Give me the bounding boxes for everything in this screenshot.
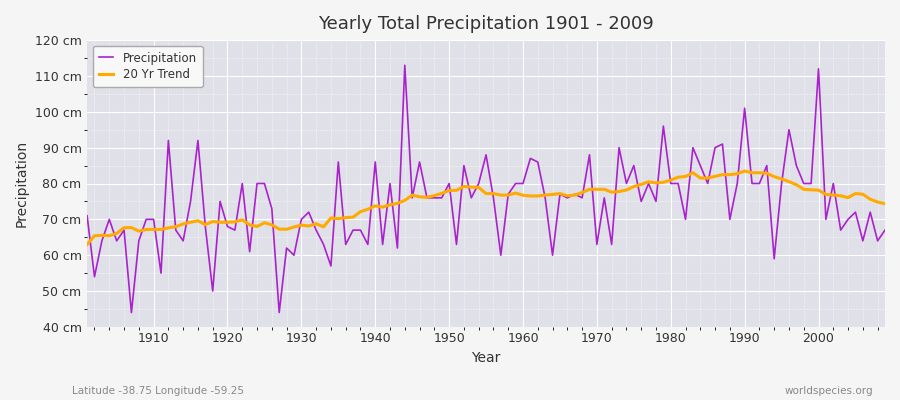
Legend: Precipitation, 20 Yr Trend: Precipitation, 20 Yr Trend [93, 46, 202, 87]
Precipitation [148, 217, 159, 222]
Precipitation [126, 310, 137, 315]
Line: 20 Yr Trend: 20 Yr Trend [87, 171, 885, 244]
X-axis label: Year: Year [472, 351, 500, 365]
20 Yr Trend [82, 242, 93, 247]
20 Yr Trend [303, 224, 314, 228]
Precipitation [356, 228, 366, 232]
Precipitation [879, 228, 890, 232]
Precipitation [533, 160, 544, 164]
Precipitation [400, 63, 410, 68]
Text: Latitude -38.75 Longitude -59.25: Latitude -38.75 Longitude -59.25 [72, 386, 244, 396]
Precipitation [525, 156, 535, 161]
20 Yr Trend [510, 191, 521, 196]
Text: worldspecies.org: worldspecies.org [785, 386, 873, 396]
Precipitation [82, 213, 93, 218]
20 Yr Trend [347, 215, 358, 220]
20 Yr Trend [140, 227, 151, 232]
Line: Precipitation: Precipitation [87, 65, 885, 312]
Precipitation [310, 228, 321, 232]
20 Yr Trend [607, 190, 617, 195]
Title: Yearly Total Precipitation 1901 - 2009: Yearly Total Precipitation 1901 - 2009 [319, 15, 654, 33]
20 Yr Trend [879, 201, 890, 206]
20 Yr Trend [739, 169, 750, 174]
Y-axis label: Precipitation: Precipitation [15, 140, 29, 227]
20 Yr Trend [518, 193, 528, 198]
Precipitation [621, 181, 632, 186]
